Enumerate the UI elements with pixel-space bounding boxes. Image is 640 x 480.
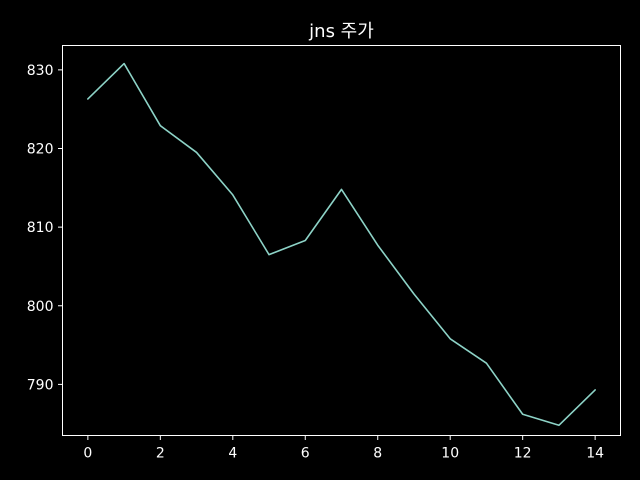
y-tick-label: 810 (27, 220, 54, 236)
y-axis: 790 800 810 820 830 (27, 63, 63, 393)
x-axis: 0 2 4 6 8 10 12 14 (83, 435, 604, 462)
y-tick-label: 820 (27, 142, 54, 158)
x-tick-label: 2 (156, 446, 165, 462)
series-layer (87, 62, 596, 427)
x-tick-label: 10 (441, 446, 459, 462)
x-tick-label: 12 (514, 446, 532, 462)
x-tick-label: 8 (373, 446, 382, 462)
x-tick-label: 4 (228, 446, 237, 462)
y-tick-label: 830 (27, 63, 54, 79)
plot-area-frame (62, 45, 621, 436)
series-line (87, 62, 596, 427)
y-tick-label: 790 (27, 377, 54, 393)
chart-title: jns 주가 (308, 21, 374, 42)
y-tick-label: 800 (27, 299, 54, 315)
x-tick-label: 0 (83, 446, 92, 462)
x-tick-label: 14 (586, 446, 604, 462)
x-tick-label: 6 (301, 446, 310, 462)
